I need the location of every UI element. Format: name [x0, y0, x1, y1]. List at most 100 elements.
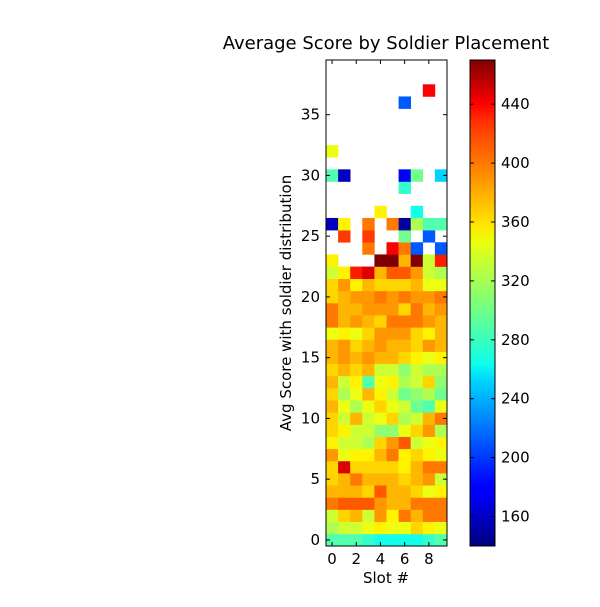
heatmap-cell [398, 351, 411, 365]
heatmap-cell [398, 485, 411, 498]
heatmap-cell [422, 327, 436, 340]
heatmap-cell [374, 448, 387, 462]
heatmap-cell [362, 303, 375, 316]
heatmap-cell [386, 412, 399, 425]
heatmap-cell [434, 460, 448, 474]
heatmap-cell [374, 315, 387, 328]
heatmap-cell [338, 363, 351, 377]
heatmap-cell [434, 497, 448, 510]
heatmap-cell [410, 363, 424, 377]
heatmap-cell [374, 436, 387, 450]
heatmap-cell [374, 533, 387, 547]
heatmap-cell [410, 290, 424, 304]
heatmap-cell [350, 473, 363, 486]
heatmap-cell [326, 473, 339, 486]
colorbar-tick-label: 160 [501, 508, 530, 526]
heatmap-cell [434, 363, 448, 377]
heatmap-cell [434, 278, 448, 292]
heatmap-cell [422, 509, 436, 522]
heatmap-cell [422, 375, 436, 389]
heatmap-cell [398, 448, 411, 462]
heatmap-cell [326, 339, 339, 352]
heatmap-cell [362, 363, 375, 377]
heatmap-cell [410, 327, 424, 340]
heatmap-cell [338, 473, 351, 486]
heatmap-cell [326, 460, 339, 474]
heatmap-cell [350, 351, 363, 365]
heatmap-cell [350, 485, 363, 498]
heatmap-cell [362, 473, 375, 486]
heatmap-cell [434, 266, 448, 279]
heatmap-cell [422, 363, 436, 377]
heatmap-cell [362, 436, 375, 450]
heatmap-cell [410, 424, 424, 437]
y-tick-label: 15 [301, 349, 320, 367]
heatmap-cell [386, 448, 399, 462]
heatmap-cell [362, 375, 375, 389]
heatmap-cell [350, 388, 363, 401]
heatmap-cell [398, 363, 411, 377]
heatmap-cell [410, 375, 424, 389]
heatmap-cell [434, 509, 448, 522]
y-ticks: 0 5 10 15 20 25 30 35 [301, 106, 447, 549]
heatmap-cell [350, 363, 363, 377]
heatmap-cell [422, 424, 436, 437]
heatmap-cell [338, 290, 351, 304]
heatmap-cell [350, 521, 363, 535]
heatmap-cell [398, 436, 411, 450]
heatmap-cell [362, 448, 375, 462]
heatmap-cell [398, 412, 411, 425]
heatmap-cell [374, 339, 387, 352]
heatmap-cell [374, 278, 387, 292]
heatmap-cell [398, 388, 411, 401]
heatmap-cell [338, 339, 351, 352]
heatmap-cell [398, 230, 411, 243]
heatmap-cell [410, 315, 424, 328]
heatmap-cell [422, 230, 436, 243]
heatmap-cell [338, 388, 351, 401]
heatmap-cell [350, 509, 363, 522]
heatmap-cell [362, 217, 375, 231]
heatmap-cell [362, 230, 375, 243]
heatmap-cell [422, 412, 436, 425]
y-axis-label: Avg Score with soldier distribution [277, 175, 295, 431]
y-tick-label: 10 [301, 409, 320, 427]
heatmap-cell [326, 169, 339, 182]
heatmap-cell [362, 460, 375, 474]
heatmap-cell [398, 266, 411, 279]
heatmap-cell [398, 400, 411, 413]
heatmap-cell [434, 448, 448, 462]
heatmap-cell [386, 400, 399, 413]
colorbar [469, 59, 496, 547]
x-tick-label: 0 [327, 550, 337, 568]
heatmap-cell [374, 460, 387, 474]
heatmap-cell [374, 521, 387, 535]
heatmap-cell [422, 339, 436, 352]
heatmap-cell [386, 303, 399, 316]
heatmap-cell [386, 485, 399, 498]
y-tick-label: 35 [301, 106, 320, 124]
heatmap-cell [434, 436, 448, 450]
colorbar-tick-label: 360 [501, 213, 530, 231]
heatmap-cell [410, 242, 424, 255]
y-tick-label: 0 [310, 531, 320, 549]
heatmap-cell [422, 315, 436, 328]
heatmap-cell [326, 448, 339, 462]
heatmap-cell [350, 278, 363, 292]
heatmap-cell [386, 509, 399, 522]
heatmap-cell [422, 388, 436, 401]
heatmap-cell [422, 217, 436, 231]
heatmap-cell [386, 217, 399, 231]
heatmap-cell [422, 278, 436, 292]
colorbar-tick-label: 320 [501, 272, 530, 290]
heatmap-cell [410, 388, 424, 401]
heatmap-cell [398, 521, 411, 535]
heatmap-cell [326, 400, 339, 413]
heatmap-cell [386, 375, 399, 389]
heatmap-cell [362, 266, 375, 279]
heatmap-cell [338, 230, 351, 243]
heatmap-cell [362, 278, 375, 292]
heatmap-cell [410, 473, 424, 486]
heatmap-cell [338, 217, 351, 231]
heatmap-cell [326, 266, 339, 279]
